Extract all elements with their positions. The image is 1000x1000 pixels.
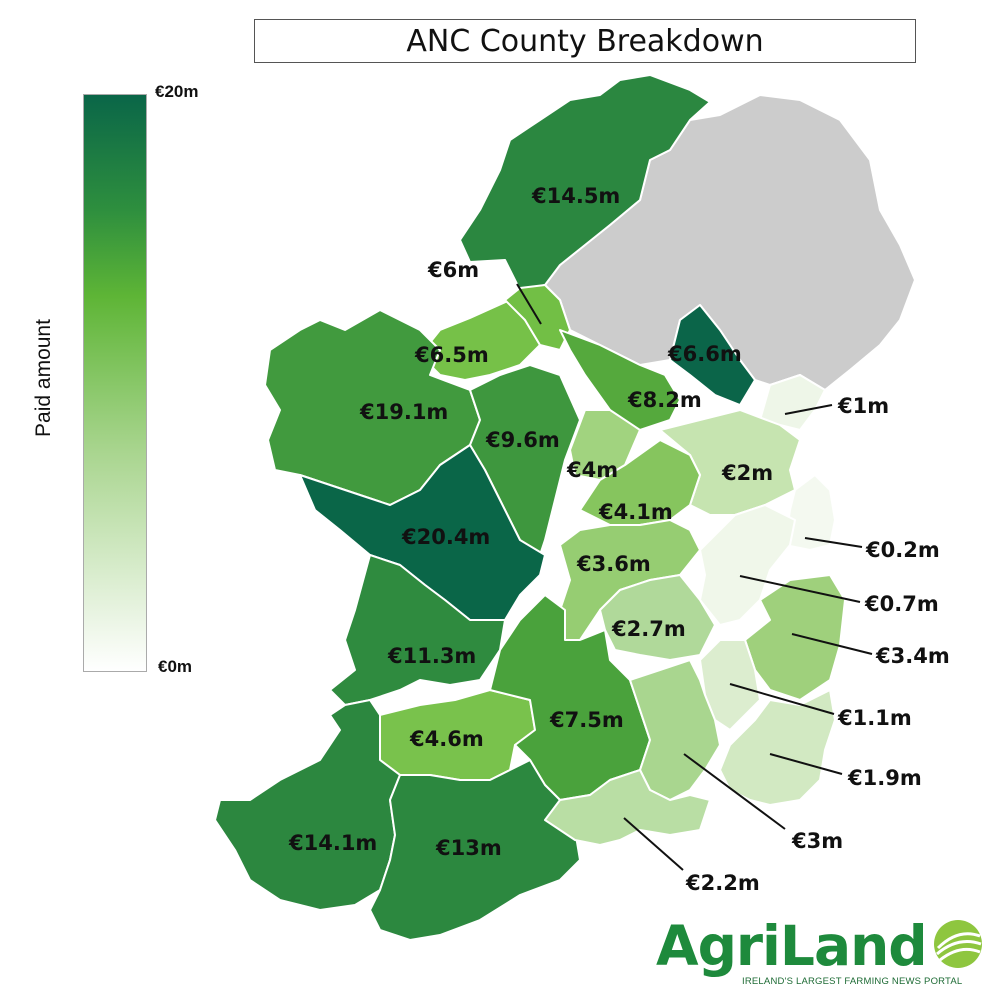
label-leader-line [623,817,684,871]
county-value-label: €1.9m [848,766,922,790]
county-region [719,689,836,806]
county-value-label: €7.5m [550,708,624,732]
county-region [699,504,796,626]
label-leader-line [804,537,863,548]
label-leader-line [791,633,873,655]
county-region [744,574,846,701]
county-value-label: €0.2m [866,538,940,562]
county-region [369,759,581,941]
county-region [459,74,711,291]
county-value-label: €2.7m [612,617,686,641]
label-leader-line [683,753,786,830]
label-leader-line [784,404,833,415]
county-value-label: €6.6m [668,342,742,366]
county-value-label: €19.1m [360,400,449,424]
county-value-label: €0.7m [865,592,939,616]
county-value-label: €6.5m [415,343,489,367]
legend-max-label: €20m [155,82,199,101]
county-region [669,304,756,406]
county-region [544,769,711,846]
county-value-label: €2.2m [686,871,760,895]
county-value-label: €4.1m [599,500,673,524]
county-region [559,329,681,431]
county-region [599,574,716,661]
legend-color-scale [83,94,147,672]
agriland-logo: AgriLand IRELAND'S LARGEST FARMING NEWS … [656,914,986,994]
county-value-label: €20.4m [402,525,491,549]
county-region [579,439,701,526]
label-leader-line [739,575,861,603]
county-value-label: €2m [722,461,774,485]
county-value-label: €6m [428,258,480,282]
county-region [329,554,506,706]
county-value-label: €3.6m [577,552,651,576]
map-title: ANC County Breakdown [254,19,916,63]
county-value-label: €13m [436,836,502,860]
label-leader-line [516,283,542,325]
county-value-label: €4m [567,458,619,482]
label-leader-line [729,683,835,715]
county-value-label: €3m [792,829,844,853]
county-value-label: €11.3m [388,644,477,668]
county-value-label: €1m [838,394,890,418]
leaf-emblem-icon [934,920,982,968]
county-value-label: €8.2m [628,388,702,412]
county-value-label: €14.1m [289,831,378,855]
county-value-label: €1.1m [838,706,912,730]
logo-wordmark: AgriLand [656,914,928,978]
logo-tagline: IRELAND'S LARGEST FARMING NEWS PORTAL [742,976,963,987]
county-region [214,699,401,911]
legend-min-label: €0m [158,657,193,676]
county-value-label: €9.6m [486,428,560,452]
county-value-label: €3.4m [876,644,950,668]
county-value-label: €14.5m [532,184,621,208]
county-value-label: €4.6m [410,727,484,751]
label-leader-line [769,753,843,775]
